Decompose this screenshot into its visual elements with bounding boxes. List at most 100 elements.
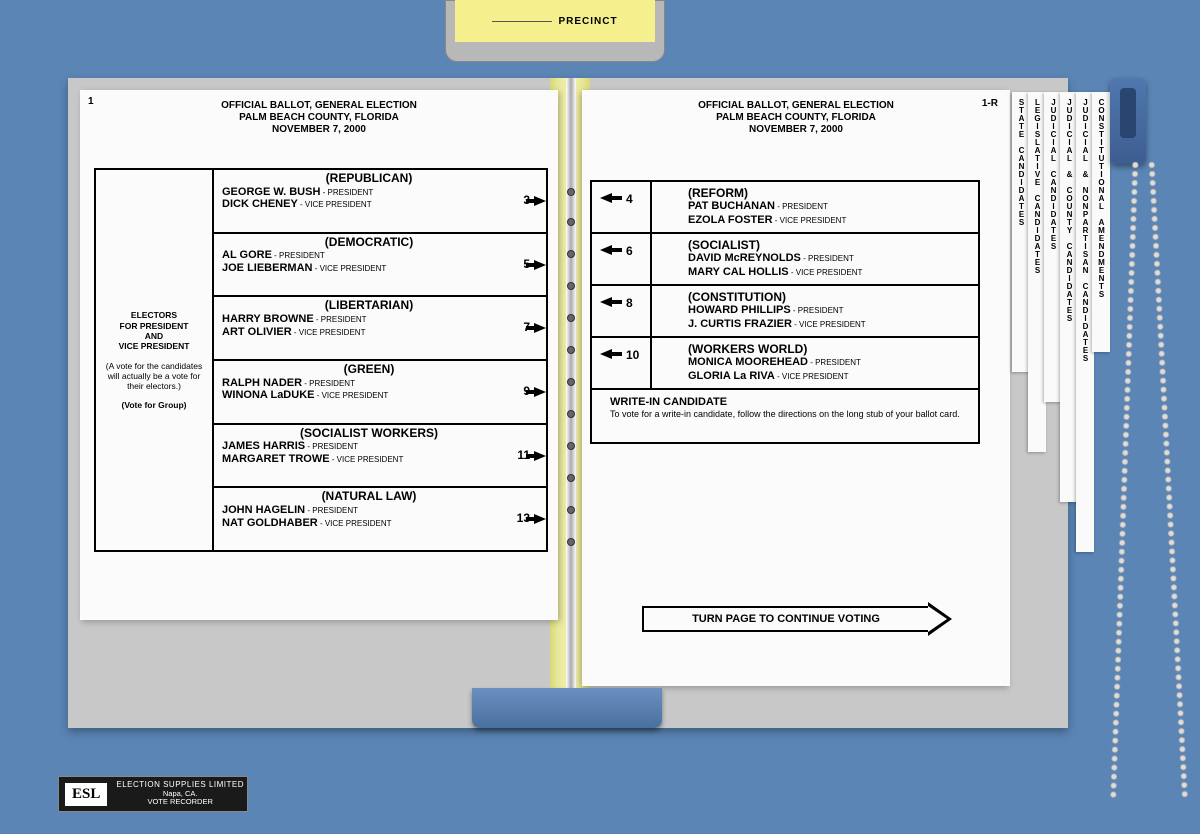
vp-line: GLORIA La RIVA - VICE PRESIDENT — [658, 370, 970, 383]
president-line: MONICA MOOREHEAD - PRESIDENT — [658, 356, 970, 369]
party-name: (NATURAL LAW) — [222, 490, 516, 504]
header-line: PALM BEACH COUNTY, FLORIDA — [80, 112, 558, 124]
punch-number: 10 — [626, 348, 639, 362]
vp-line: ART OLIVIER - VICE PRESIDENT — [222, 326, 516, 339]
arrow-right-icon — [928, 602, 952, 636]
candidate-block[interactable]: (GREEN)RALPH NADER - PRESIDENTWINONA LaD… — [214, 361, 546, 425]
president-line: DAVID McREYNOLDS - PRESIDENT — [658, 252, 970, 265]
punch-hole[interactable] — [567, 188, 575, 196]
instructions-column: ELECTORS FOR PRESIDENT AND VICE PRESIDEN… — [96, 170, 214, 550]
party-name: (DEMOCRATIC) — [222, 236, 516, 250]
ballot-header-left: OFFICIAL BALLOT, GENERAL ELECTION PALM B… — [80, 90, 558, 136]
punch-hole[interactable] — [567, 442, 575, 450]
metal-guide-strip — [566, 78, 576, 728]
punch-number: 4 — [626, 192, 633, 206]
stylus-chain — [1142, 160, 1193, 800]
punch-hole[interactable] — [567, 250, 575, 258]
vp-line: DICK CHENEY - VICE PRESIDENT — [222, 198, 516, 211]
left-candidates-column: (REPUBLICAN)GEORGE W. BUSH - PRESIDENTDI… — [214, 170, 546, 550]
turn-page-arrow[interactable]: TURN PAGE TO CONTINUE VOTING — [642, 602, 952, 636]
punch-hole[interactable] — [567, 410, 575, 418]
candidate-block[interactable]: (SOCIALIST WORKERS)JAMES HARRIS - PRESID… — [214, 425, 546, 489]
esl-manufacturer-badge: ESL ELECTION SUPPLIES LIMITED Napa, CA. … — [58, 776, 248, 812]
esl-line: VOTE RECORDER — [113, 798, 247, 806]
arrow-right-icon — [534, 514, 546, 524]
precinct-label: PRECINCT — [558, 16, 617, 27]
party-name: (SOCIALIST) — [658, 238, 970, 252]
instructions-title: ELECTORS FOR PRESIDENT AND VICE PRESIDEN… — [119, 310, 190, 351]
president-line: HOWARD PHILLIPS - PRESIDENT — [658, 304, 970, 317]
punch-hole[interactable] — [567, 346, 575, 354]
president-line: AL GORE - PRESIDENT — [222, 249, 516, 262]
punch-hole[interactable] — [567, 378, 575, 386]
ballot-platen: 1 OFFICIAL BALLOT, GENERAL ELECTION PALM… — [68, 78, 1068, 728]
punch-number: 8 — [626, 296, 633, 310]
ballot-page-left: 1 OFFICIAL BALLOT, GENERAL ELECTION PALM… — [80, 90, 558, 620]
vp-line: NAT GOLDHABER - VICE PRESIDENT — [222, 517, 516, 530]
candidate-block[interactable]: 4 (REFORM)PAT BUCHANAN - PRESIDENTEZOLA F… — [592, 182, 978, 234]
turn-page-label: TURN PAGE TO CONTINUE VOTING — [642, 606, 928, 632]
candidate-block[interactable]: (DEMOCRATIC)AL GORE - PRESIDENTJOE LIEBE… — [214, 234, 546, 298]
header-line: PALM BEACH COUNTY, FLORIDA — [582, 112, 1010, 124]
arrow-right-icon — [534, 451, 546, 461]
section-tab[interactable]: CONSTITUTIONAL AMENDMENTS — [1092, 92, 1110, 352]
punch-hole[interactable] — [567, 506, 575, 514]
writein-title: WRITE-IN CANDIDATE — [610, 396, 970, 409]
punch-number: 6 — [626, 244, 633, 258]
president-line: JAMES HARRIS - PRESIDENT — [222, 440, 516, 453]
page-number-right: 1-R — [982, 98, 998, 109]
precinct-slip: PRECINCT — [455, 0, 655, 42]
instructions-note: (A vote for the candidates will actually… — [102, 361, 206, 392]
instructions-voteline: (Vote for Group) — [122, 400, 187, 410]
candidate-block[interactable]: 8 (CONSTITUTION)HOWARD PHILLIPS - PRESIDE… — [592, 286, 978, 338]
header-line: NOVEMBER 7, 2000 — [80, 124, 558, 136]
vp-line: MARY CAL HOLLIS - VICE PRESIDENT — [658, 266, 970, 279]
party-name: (REPUBLICAN) — [222, 172, 516, 186]
punch-hole[interactable] — [567, 314, 575, 322]
party-name: (GREEN) — [222, 363, 516, 377]
arrow-right-icon — [534, 387, 546, 397]
punch-hole[interactable] — [567, 538, 575, 546]
write-in-block: WRITE-IN CANDIDATETo vote for a write-in… — [592, 390, 978, 442]
stylus-holder[interactable] — [1110, 78, 1146, 164]
left-ballot-table: ELECTORS FOR PRESIDENT AND VICE PRESIDEN… — [94, 168, 548, 552]
party-name: (WORKERS WORLD) — [658, 342, 970, 356]
right-ballot-table: 4 (REFORM)PAT BUCHANAN - PRESIDENTEZOLA F… — [590, 180, 980, 444]
party-name: (REFORM) — [658, 186, 970, 200]
header-line: OFFICIAL BALLOT, GENERAL ELECTION — [80, 100, 558, 112]
candidate-block[interactable]: 10 (WORKERS WORLD)MONICA MOOREHEAD - PRES… — [592, 338, 978, 390]
vp-line: MARGARET TROWE - VICE PRESIDENT — [222, 453, 516, 466]
arrow-right-icon — [534, 196, 546, 206]
ballot-header-right: OFFICIAL BALLOT, GENERAL ELECTION PALM B… — [582, 90, 1010, 136]
party-name: (LIBERTARIAN) — [222, 299, 516, 313]
punch-hole[interactable] — [567, 218, 575, 226]
president-line: HARRY BROWNE - PRESIDENT — [222, 313, 516, 326]
candidate-block[interactable]: 6 (SOCIALIST)DAVID McREYNOLDS - PRESIDENT… — [592, 234, 978, 286]
party-name: (CONSTITUTION) — [658, 290, 970, 304]
president-line: RALPH NADER - PRESIDENT — [222, 377, 516, 390]
candidate-block[interactable]: (LIBERTARIAN)HARRY BROWNE - PRESIDENTART… — [214, 297, 546, 361]
party-name: (SOCIALIST WORKERS) — [222, 427, 516, 441]
president-line: JOHN HAGELIN - PRESIDENT — [222, 504, 516, 517]
vp-line: WINONA LaDUKE - VICE PRESIDENT — [222, 389, 516, 402]
esl-logo: ESL — [65, 783, 107, 806]
ballot-page-right: 1-R OFFICIAL BALLOT, GENERAL ELECTION PA… — [582, 90, 1010, 686]
vp-line: J. CURTIS FRAZIER - VICE PRESIDENT — [658, 318, 970, 331]
esl-text: ELECTION SUPPLIES LIMITED Napa, CA. VOTE… — [113, 781, 247, 806]
arrow-left-icon — [600, 349, 612, 359]
page-number-left: 1 — [88, 96, 94, 107]
arrow-left-icon — [600, 245, 612, 255]
president-line: GEORGE W. BUSH - PRESIDENT — [222, 186, 516, 199]
president-line: PAT BUCHANAN - PRESIDENT — [658, 200, 970, 213]
writein-text: To vote for a write-in candidate, follow… — [610, 409, 970, 420]
candidate-block[interactable]: (REPUBLICAN)GEORGE W. BUSH - PRESIDENTDI… — [214, 170, 546, 234]
punch-hole[interactable] — [567, 474, 575, 482]
vp-line: EZOLA FOSTER - VICE PRESIDENT — [658, 214, 970, 227]
header-line: NOVEMBER 7, 2000 — [582, 124, 1010, 136]
bottom-page-clip — [472, 688, 662, 728]
arrow-right-icon — [534, 323, 546, 333]
candidate-block[interactable]: (NATURAL LAW)JOHN HAGELIN - PRESIDENTNAT… — [214, 488, 546, 550]
vp-line: JOE LIEBERMAN - VICE PRESIDENT — [222, 262, 516, 275]
arrow-left-icon — [600, 297, 612, 307]
punch-hole[interactable] — [567, 282, 575, 290]
